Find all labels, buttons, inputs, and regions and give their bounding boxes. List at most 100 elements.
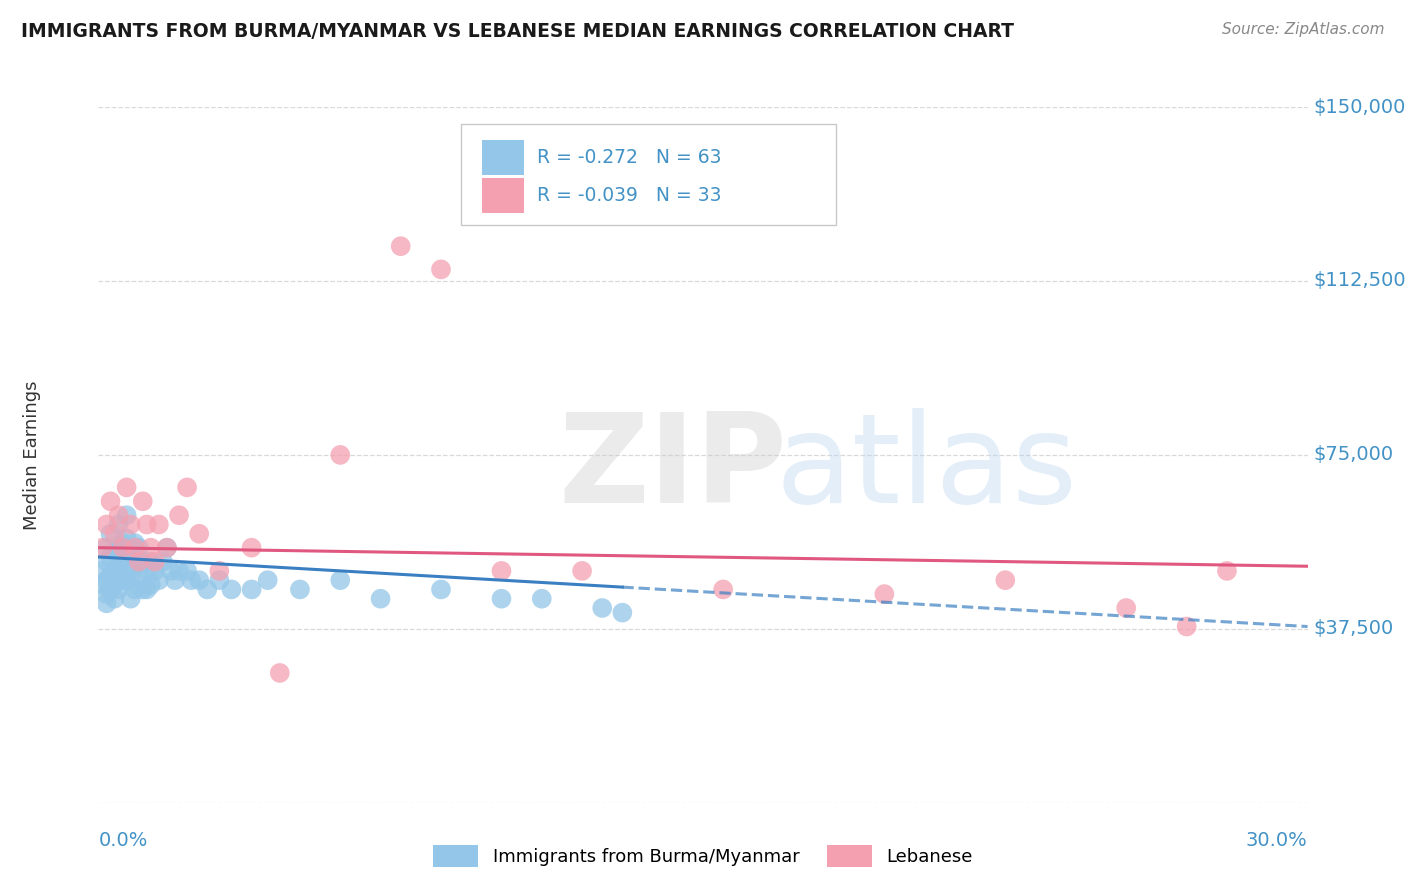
Point	[135, 517, 157, 532]
Point	[107, 564, 129, 578]
Point	[120, 573, 142, 587]
Point	[1115, 601, 1137, 615]
Point	[100, 494, 122, 508]
Point	[139, 578, 162, 592]
Point	[91, 541, 114, 555]
Point	[132, 555, 155, 569]
Point	[100, 568, 122, 582]
Text: $37,500: $37,500	[1313, 619, 1393, 639]
Point	[111, 555, 134, 569]
Point	[103, 545, 125, 559]
Point	[195, 582, 218, 597]
Point	[100, 582, 122, 597]
Text: 30.0%: 30.0%	[1246, 830, 1308, 850]
Text: R = -0.039   N = 33: R = -0.039 N = 33	[537, 186, 721, 205]
Text: Source: ZipAtlas.com: Source: ZipAtlas.com	[1222, 22, 1385, 37]
FancyBboxPatch shape	[482, 140, 524, 175]
Point	[115, 532, 138, 546]
Point	[115, 549, 138, 564]
Point	[167, 508, 190, 523]
Point	[711, 582, 734, 597]
Point	[103, 578, 125, 592]
Point	[612, 606, 634, 620]
Point	[120, 517, 142, 532]
Point	[96, 541, 118, 555]
Point	[111, 573, 134, 587]
Point	[111, 536, 134, 550]
Point	[389, 239, 412, 253]
Point	[91, 578, 114, 592]
Point	[176, 564, 198, 578]
Text: $112,500: $112,500	[1313, 271, 1406, 291]
Point	[530, 591, 553, 606]
Point	[143, 564, 166, 578]
Point	[288, 582, 311, 597]
Point	[180, 573, 202, 587]
Point	[1216, 564, 1239, 578]
Point	[124, 582, 146, 597]
Text: $150,000: $150,000	[1313, 97, 1406, 117]
Point	[103, 564, 125, 578]
Point	[156, 541, 179, 555]
Point	[491, 564, 513, 578]
Text: IMMIGRANTS FROM BURMA/MYANMAR VS LEBANESE MEDIAN EARNINGS CORRELATION CHART: IMMIGRANTS FROM BURMA/MYANMAR VS LEBANES…	[21, 22, 1014, 41]
Text: R = -0.272   N = 63: R = -0.272 N = 63	[537, 148, 721, 167]
Text: ZIP: ZIP	[558, 409, 786, 529]
Point	[370, 591, 392, 606]
Point	[240, 541, 263, 555]
Point	[430, 582, 453, 597]
FancyBboxPatch shape	[482, 178, 524, 213]
Point	[269, 665, 291, 680]
Point	[132, 582, 155, 597]
Point	[329, 448, 352, 462]
Point	[994, 573, 1017, 587]
Point	[124, 536, 146, 550]
Text: atlas: atlas	[776, 409, 1077, 529]
FancyBboxPatch shape	[461, 124, 837, 226]
Point	[135, 564, 157, 578]
Point	[103, 526, 125, 541]
Point	[115, 480, 138, 494]
Text: 0.0%: 0.0%	[98, 830, 148, 850]
Point	[124, 541, 146, 555]
Point	[591, 601, 613, 615]
Point	[873, 587, 896, 601]
Point	[103, 591, 125, 606]
Point	[107, 541, 129, 555]
Point	[132, 494, 155, 508]
Point	[107, 517, 129, 532]
Point	[148, 517, 170, 532]
Point	[430, 262, 453, 277]
Text: $75,000: $75,000	[1313, 445, 1393, 465]
Point	[96, 517, 118, 532]
Point	[107, 508, 129, 523]
Point	[96, 596, 118, 610]
Point	[100, 526, 122, 541]
Point	[188, 573, 211, 587]
Point	[128, 541, 150, 555]
Point	[107, 582, 129, 597]
Point	[221, 582, 243, 597]
Point	[96, 587, 118, 601]
Point	[188, 526, 211, 541]
Point	[96, 573, 118, 587]
Point	[148, 573, 170, 587]
Point	[111, 541, 134, 555]
Text: Median Earnings: Median Earnings	[22, 380, 41, 530]
Point	[143, 555, 166, 569]
Point	[128, 555, 150, 569]
Point	[124, 559, 146, 574]
Point	[160, 564, 183, 578]
Point	[491, 591, 513, 606]
Point	[100, 549, 122, 564]
Point	[135, 582, 157, 597]
Point	[571, 564, 593, 578]
Point	[120, 591, 142, 606]
Point	[176, 480, 198, 494]
Point	[208, 564, 231, 578]
Point	[329, 573, 352, 587]
Point	[96, 555, 118, 569]
Point	[156, 541, 179, 555]
Point	[208, 573, 231, 587]
Legend: Immigrants from Burma/Myanmar, Lebanese: Immigrants from Burma/Myanmar, Lebanese	[426, 838, 980, 874]
